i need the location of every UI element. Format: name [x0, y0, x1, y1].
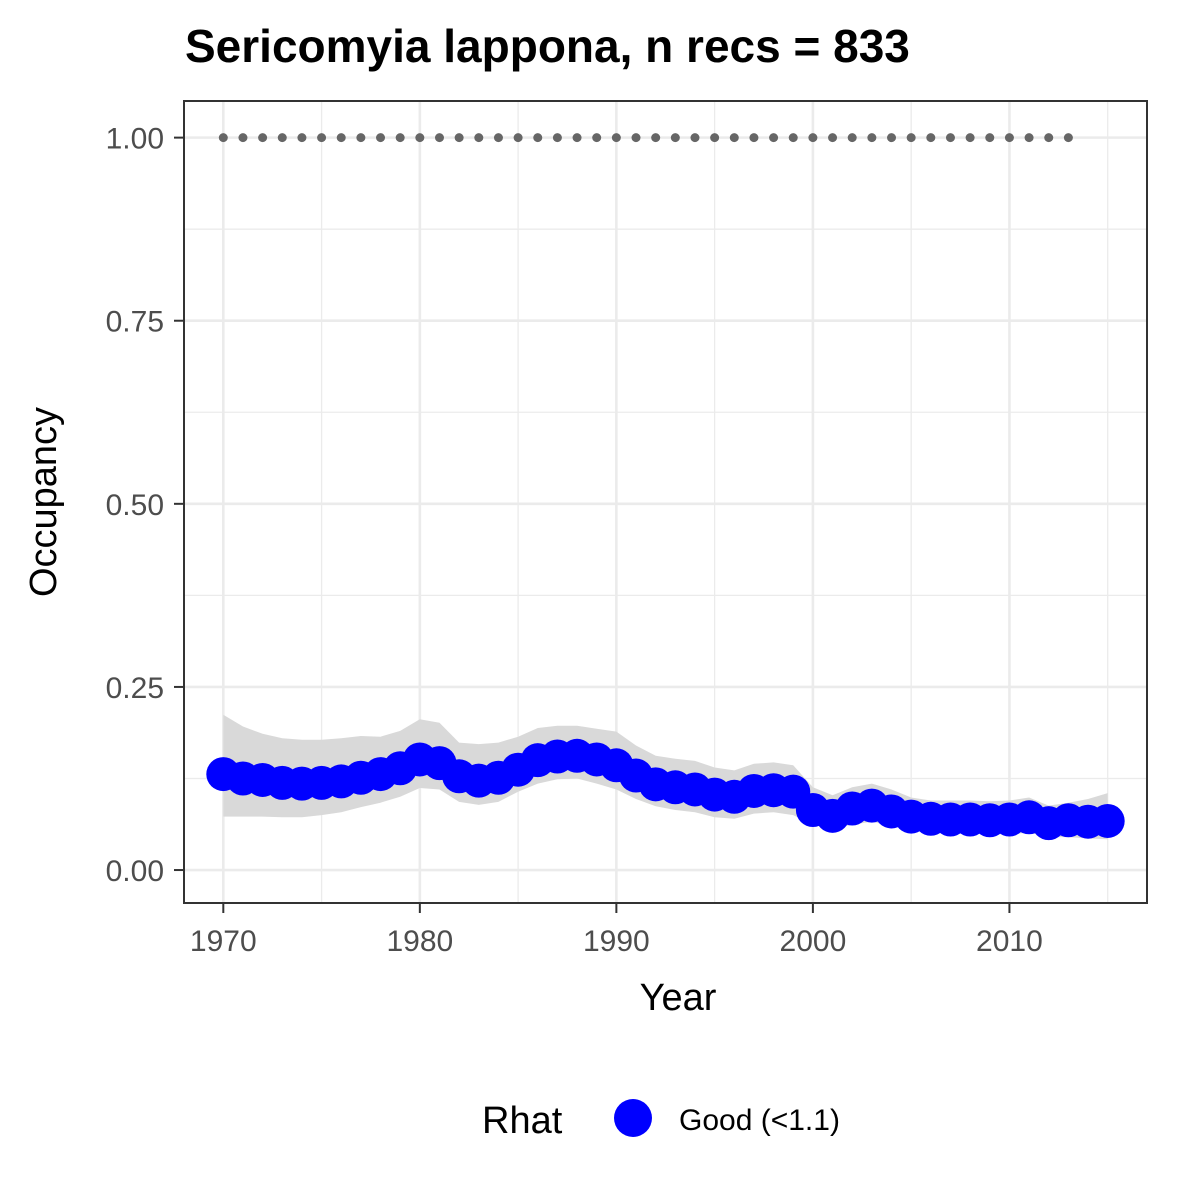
reference-point [651, 133, 661, 143]
legend-title: Rhat [482, 1100, 563, 1142]
reference-point [592, 133, 602, 143]
x-tick-label: 1970 [190, 925, 257, 958]
reference-point [906, 133, 916, 143]
reference-point [356, 133, 366, 143]
reference-point [415, 133, 425, 143]
reference-point [1024, 133, 1034, 143]
x-tick-label: 1990 [583, 925, 650, 958]
reference-point [513, 133, 523, 143]
legend-key-good [614, 1099, 652, 1137]
y-tick-label: 0.00 [106, 855, 164, 888]
reference-point [493, 133, 503, 143]
reference-point [769, 133, 779, 143]
reference-point [454, 133, 464, 143]
reference-point [710, 133, 720, 143]
reference-points [218, 133, 1073, 143]
reference-point [729, 133, 739, 143]
reference-point [828, 133, 838, 143]
reference-point [965, 133, 975, 143]
reference-point [808, 133, 818, 143]
reference-point [317, 133, 327, 143]
reference-point [434, 133, 444, 143]
plot-panel-border [183, 100, 1148, 904]
reference-point [1063, 133, 1073, 143]
y-tick-label: 0.25 [106, 672, 164, 705]
y-tick-label: 1.00 [106, 123, 164, 156]
reference-point [572, 133, 582, 143]
reference-point [847, 133, 857, 143]
y-tick-label: 0.50 [106, 489, 164, 522]
reference-point [985, 133, 995, 143]
reference-point [945, 133, 955, 143]
x-tick-label: 1980 [386, 925, 453, 958]
reference-point [376, 133, 386, 143]
occupancy-points [206, 738, 1125, 841]
reference-point [336, 133, 346, 143]
chart-title: Sericomyia lappona, n recs = 833 [185, 20, 910, 72]
reference-point [1044, 133, 1054, 143]
reference-point [474, 133, 484, 143]
reference-point [218, 133, 228, 143]
reference-point [238, 133, 248, 143]
x-tick-label: 2010 [976, 925, 1043, 958]
occupancy-point [1090, 803, 1125, 838]
reference-point [926, 133, 936, 143]
reference-point [867, 133, 877, 143]
reference-point [533, 133, 543, 143]
reference-point [690, 133, 700, 143]
reference-point [297, 133, 307, 143]
reference-point [258, 133, 268, 143]
reference-point [552, 133, 562, 143]
reference-point [395, 133, 405, 143]
x-axis-title: Year [640, 977, 717, 1019]
legend-label-good: Good (<1.1) [679, 1104, 840, 1137]
reference-point [788, 133, 798, 143]
y-axis-title: Occupancy [23, 407, 65, 597]
reference-point [749, 133, 759, 143]
reference-point [670, 133, 680, 143]
reference-point [887, 133, 897, 143]
reference-point [1004, 133, 1014, 143]
reference-point [631, 133, 641, 143]
reference-point [277, 133, 287, 143]
axes: 1970 1980 1990 2000 2010 0.00 0.25 0.50 0.75 1.00 [106, 123, 1043, 958]
y-tick-label: 0.75 [106, 306, 164, 339]
x-tick-label: 2000 [780, 925, 847, 958]
legend: Rhat Good (<1.1) [482, 1099, 840, 1142]
reference-point [611, 133, 621, 143]
